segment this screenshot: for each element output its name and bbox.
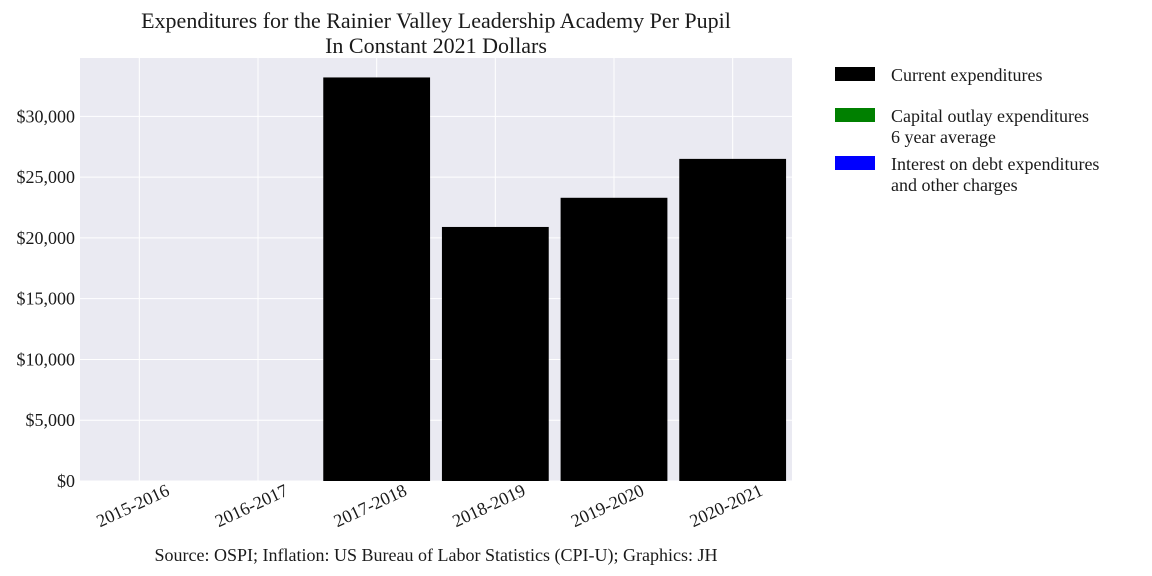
x-tick-label: 2019-2020: [568, 480, 647, 531]
legend-label-1-line-0: Capital outlay expenditures: [891, 106, 1089, 126]
legend-label-1-line-1: 6 year average: [891, 127, 996, 147]
bar-2020-2021-series-0: [679, 158, 787, 481]
y-tick-label: $25,000: [17, 167, 76, 187]
x-tick-label: 2016-2017: [212, 480, 291, 531]
chart-title-line-1: Expenditures for the Rainier Valley Lead…: [141, 8, 731, 33]
legend: Current expenditures Capital outlay expen…: [835, 65, 1099, 195]
x-tick-label: 2017-2018: [331, 480, 410, 531]
bar-2018-2019-series-0: [441, 226, 549, 481]
source-note: Source: OSPI; Inflation: US Bureau of La…: [155, 545, 718, 566]
legend-label-2-line-0: Interest on debt expenditures: [891, 154, 1099, 174]
y-tick-label: $5,000: [26, 410, 76, 430]
bars: [323, 77, 787, 481]
x-tick-label: 2018-2019: [449, 480, 528, 531]
legend-label-0-line-0: Current expenditures: [891, 65, 1042, 85]
legend-swatch-1: [835, 108, 875, 122]
y-tick-label: $30,000: [17, 106, 76, 126]
legend-label-2-line-1: and other charges: [891, 175, 1018, 195]
bar-2017-2018-series-0: [323, 77, 431, 481]
bar-2019-2020-series-0: [560, 197, 668, 481]
legend-swatch-2: [835, 156, 875, 170]
chart-title-line-2: In Constant 2021 Dollars: [325, 33, 547, 58]
x-tick-label: 2020-2021: [687, 480, 766, 531]
x-axis-ticks: 2015-2016 2016-2017 2017-2018 2018-2019 2019…: [93, 480, 765, 531]
y-tick-label: $10,000: [17, 349, 76, 369]
y-axis-ticks: $0 $5,000 $10,000 $15,000 $20,000 $25,000 $30,…: [17, 106, 76, 491]
plot-area: [80, 58, 792, 481]
y-tick-label: $20,000: [17, 228, 76, 248]
y-tick-label: $0: [57, 471, 75, 491]
x-tick-label: 2015-2016: [93, 480, 172, 531]
y-tick-label: $15,000: [17, 289, 76, 309]
legend-swatch-0: [835, 67, 875, 81]
